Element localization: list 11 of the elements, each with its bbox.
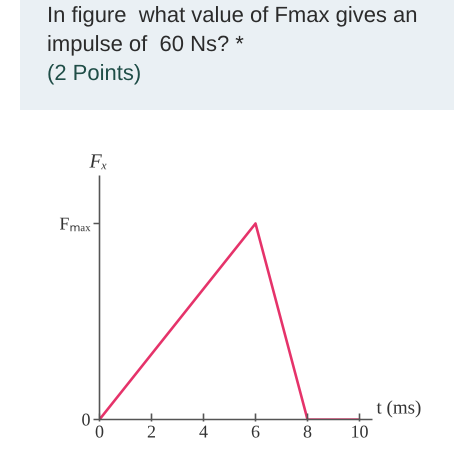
x-tick-label: 10 — [350, 422, 368, 442]
text: Fₘₐₓ — [59, 214, 92, 234]
x-tick-label: 0 — [95, 422, 104, 442]
x-tick-label: 8 — [303, 422, 312, 442]
y-axis-title: Fₓ — [88, 150, 108, 172]
chart-subtitle: (2 Points) — [47, 59, 142, 87]
chart-title: In figure what value of Fmax gives an impulse of 60 Ns? * — [47, 1, 419, 58]
x-tick-label: 2 — [147, 422, 156, 442]
x-tick-label: 4 — [199, 422, 208, 442]
x-axis-title: t (ms) — [376, 398, 422, 418]
x-tick-label: 6 — [251, 422, 260, 442]
